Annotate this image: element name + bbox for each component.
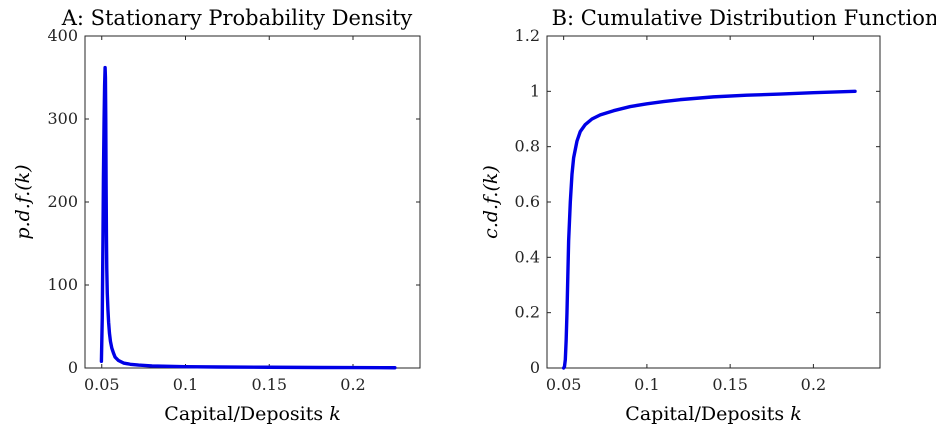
x-tick-label: 0.2 (340, 375, 365, 394)
y-tick-label: 1.2 (515, 26, 540, 45)
y-tick-label: 0.6 (515, 192, 540, 211)
x-tick-label: 0.15 (251, 375, 287, 394)
x-tick-label: 0.05 (546, 375, 582, 394)
y-tick-label: 100 (47, 275, 78, 294)
series-line (99, 65, 397, 370)
chart-panel-a: A: Stationary Probability Density 0.05 0.1… (12, 6, 421, 425)
y-tick-label: 0.2 (515, 303, 540, 322)
chart-title: A: Stationary Probability Density (61, 6, 413, 30)
x-tick-label: 0.15 (712, 375, 748, 394)
y-tick-label: 0.8 (515, 137, 540, 156)
y-axis-label: c.d.f.(k) (480, 165, 502, 239)
x-tick-label: 0.05 (84, 375, 120, 394)
y-axis-label: p.d.f.(k) (12, 164, 34, 239)
chart-panel-b: B: Cumulative Distribution Function 0.05 0… (480, 6, 936, 425)
x-axis-label: Capital/Deposits k (164, 403, 340, 425)
x-tick-label: 0.1 (173, 375, 198, 394)
y-tick-label: 0 (530, 358, 540, 377)
chart-title: B: Cumulative Distribution Function (552, 6, 936, 30)
y-tick-label: 300 (47, 109, 78, 128)
x-tick-label: 0.1 (634, 375, 659, 394)
axes-box (84, 35, 421, 369)
x-axis-label: Capital/Deposits k (625, 403, 801, 425)
y-tick-label: 200 (47, 192, 78, 211)
axes-box (546, 35, 881, 369)
x-tick-label: 0.2 (801, 375, 826, 394)
y-tick-label: 0.4 (515, 247, 540, 266)
y-tick-label: 1 (530, 81, 540, 100)
y-tick-label: 400 (47, 26, 78, 45)
y-tick-label: 0 (68, 358, 78, 377)
series-line (561, 89, 857, 370)
